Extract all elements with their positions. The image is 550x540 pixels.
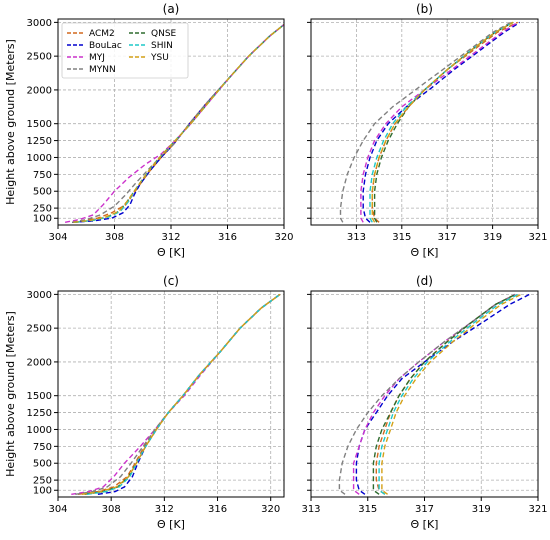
x-axis-label: Θ [K] bbox=[411, 246, 439, 259]
y-tick-label: 750 bbox=[33, 442, 52, 453]
legend-entry-acm2: ACM2 bbox=[89, 29, 115, 39]
plot-frame bbox=[57, 290, 285, 498]
y-tick-label: 100 bbox=[33, 486, 52, 497]
x-tick-label: 313 bbox=[347, 232, 366, 243]
series-line-myj bbox=[360, 21, 518, 223]
y-tick-label: 1250 bbox=[27, 136, 52, 147]
series-line-boulac bbox=[97, 293, 281, 495]
series-group bbox=[71, 293, 281, 495]
series-line-ysu bbox=[73, 23, 284, 223]
x-tick-label: 317 bbox=[415, 504, 434, 515]
series-line-mynn bbox=[75, 293, 281, 495]
x-axis-label: Θ [K] bbox=[157, 246, 185, 259]
x-tick-label: 320 bbox=[261, 504, 280, 515]
series-line-shin bbox=[87, 293, 281, 495]
series-line-qnse bbox=[372, 293, 516, 495]
x-tick-label: 317 bbox=[438, 232, 457, 243]
legend-entry-myj: MYJ bbox=[89, 53, 105, 63]
x-tick-label: 320 bbox=[274, 232, 293, 243]
y-tick-label: 250 bbox=[33, 476, 52, 487]
series-group bbox=[339, 21, 521, 223]
y-axis-label: Height above ground [Meters] bbox=[4, 39, 17, 205]
series-line-boulac bbox=[355, 293, 530, 495]
series-group bbox=[338, 293, 530, 495]
legend-entry-boulac: BouLac bbox=[89, 41, 122, 51]
x-tick-label: 312 bbox=[161, 232, 180, 243]
x-tick-label: 313 bbox=[301, 504, 320, 515]
x-tick-label: 308 bbox=[105, 232, 124, 243]
x-tick-label: 308 bbox=[102, 504, 121, 515]
series-line-acm2 bbox=[77, 293, 281, 495]
x-tick-label: 319 bbox=[472, 504, 491, 515]
y-tick-label: 1500 bbox=[27, 119, 52, 130]
y-tick-label: 500 bbox=[33, 187, 52, 198]
legend-entry-shin: SHIN bbox=[151, 41, 173, 51]
y-tick-label: 1000 bbox=[27, 153, 52, 164]
series-line-qnse bbox=[373, 21, 514, 223]
legend: ACM2 BouLac MYJ MYNN QNSE SHIN YSU bbox=[61, 22, 189, 79]
series-line-ysu bbox=[81, 293, 281, 495]
series-line-ysu bbox=[381, 293, 522, 495]
y-tick-label: 500 bbox=[33, 459, 52, 470]
series-line-acm2 bbox=[375, 293, 516, 495]
y-tick-label: 2000 bbox=[27, 357, 52, 368]
legend-box bbox=[61, 22, 189, 79]
y-tick-label: 3000 bbox=[27, 18, 52, 29]
x-tick-label: 321 bbox=[528, 504, 547, 515]
series-line-ysu bbox=[371, 21, 514, 223]
series-line-mynn bbox=[338, 293, 516, 495]
y-tick-label: 100 bbox=[33, 214, 52, 225]
panel-label: (c) bbox=[163, 274, 179, 288]
panel-label: (b) bbox=[416, 2, 433, 16]
plot-frame bbox=[310, 18, 539, 226]
series-line-shin bbox=[369, 21, 514, 223]
x-axis-label: Θ [K] bbox=[157, 518, 185, 531]
legend-entry-ysu: YSU bbox=[150, 53, 169, 63]
y-axis-label: Height above ground [Meters] bbox=[4, 311, 17, 477]
legend-entry-qnse: QNSE bbox=[151, 29, 177, 39]
y-tick-label: 250 bbox=[33, 204, 52, 215]
y-tick-label: 2500 bbox=[27, 324, 52, 335]
panel-label: (a) bbox=[163, 2, 180, 16]
series-line-qnse bbox=[84, 293, 281, 495]
x-tick-label: 319 bbox=[483, 232, 502, 243]
x-axis-label: Θ [K] bbox=[411, 518, 439, 531]
y-tick-label: 2500 bbox=[27, 52, 52, 63]
x-tick-label: 315 bbox=[358, 504, 377, 515]
y-tick-label: 2000 bbox=[27, 85, 52, 96]
y-tick-label: 1000 bbox=[27, 425, 52, 436]
x-tick-label: 312 bbox=[155, 504, 174, 515]
x-tick-label: 321 bbox=[528, 232, 547, 243]
y-tick-label: 750 bbox=[33, 170, 52, 181]
y-tick-label: 1500 bbox=[27, 391, 52, 402]
x-tick-label: 304 bbox=[48, 232, 67, 243]
series-line-shin bbox=[378, 293, 519, 495]
y-tick-label: 1250 bbox=[27, 408, 52, 419]
chart-panel: 313 315 317 319 321 (b) Θ [K] bbox=[307, 2, 548, 259]
series-line-boulac bbox=[362, 21, 521, 223]
series-line-mynn bbox=[339, 21, 512, 223]
panel-label: (d) bbox=[416, 274, 433, 288]
x-tick-label: 316 bbox=[208, 504, 227, 515]
x-tick-label: 304 bbox=[48, 504, 67, 515]
series-line-myj bbox=[352, 293, 516, 495]
legend-entry-mynn: MYNN bbox=[89, 65, 116, 75]
y-tick-label: 3000 bbox=[27, 290, 52, 301]
x-tick-label: 316 bbox=[218, 232, 237, 243]
series-group bbox=[64, 23, 284, 223]
chart-panel: 313 315 317 319 321 (d) Θ [K] bbox=[301, 274, 547, 531]
series-line-myj bbox=[71, 293, 281, 495]
x-tick-label: 315 bbox=[392, 232, 411, 243]
